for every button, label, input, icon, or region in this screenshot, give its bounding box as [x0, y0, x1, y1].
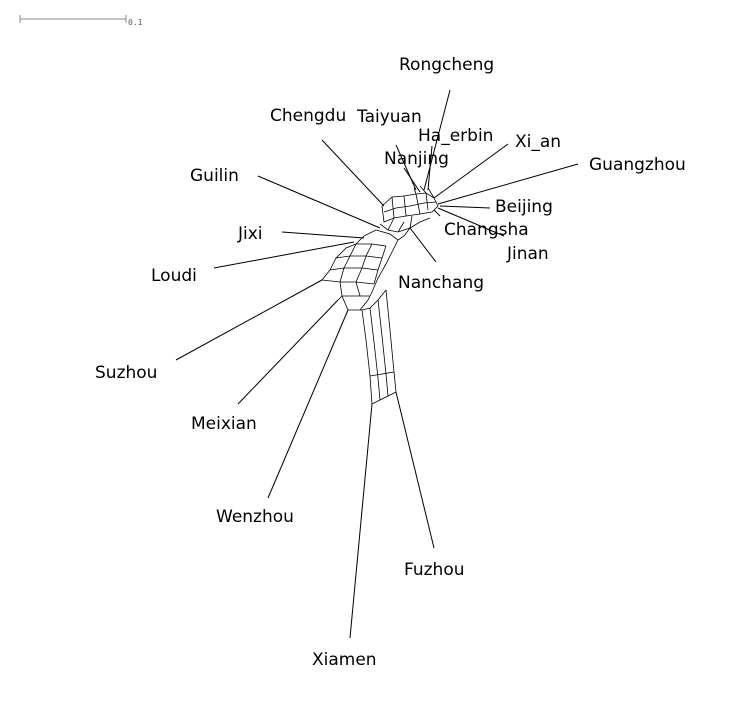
label-wenzhou: Wenzhou — [216, 507, 294, 527]
label-beijing: Beijing — [495, 197, 553, 217]
edge-chengdu — [321, 139, 385, 207]
edge-loudi — [213, 241, 355, 269]
label-rongcheng: Rongcheng — [399, 55, 494, 75]
label-meixian: Meixian — [191, 414, 257, 434]
taxon-labels: Rongcheng Chengdu Taiyuan Ha_erbin Xi_an… — [95, 55, 686, 670]
edge-suzhou — [175, 279, 323, 361]
edge-wenzhou — [267, 309, 349, 499]
network-core — [321, 185, 439, 405]
edge-xi-an — [433, 143, 509, 199]
edge-taiyuan — [395, 144, 417, 191]
label-jixi: Jixi — [237, 224, 263, 244]
label-nanchang: Nanchang — [398, 273, 484, 293]
edge-guangzhou — [437, 163, 579, 205]
edge-rongcheng — [423, 89, 451, 191]
edge-changsha — [433, 209, 441, 217]
label-guangzhou: Guangzhou — [589, 155, 686, 175]
label-jinan: Jinan — [506, 244, 549, 264]
label-suzhou: Suzhou — [95, 363, 157, 383]
label-nanjing: Nanjing — [384, 149, 449, 169]
edge-xiamen — [349, 403, 373, 639]
edge-fuzhou — [395, 391, 435, 549]
label-xi-an: Xi_an — [515, 132, 561, 152]
label-changsha: Changsha — [444, 220, 529, 240]
edge-guilin — [257, 175, 381, 229]
label-loudi: Loudi — [151, 266, 197, 286]
edge-meixian — [237, 299, 339, 405]
label-chengdu: Chengdu — [270, 106, 346, 126]
edge-nanchang — [409, 227, 437, 263]
scale-bar: 0.1 — [19, 15, 143, 27]
edge-nanjing — [403, 167, 421, 193]
edge-jixi — [281, 231, 365, 239]
label-xiamen: Xiamen — [312, 650, 377, 670]
edge-jinan — [437, 207, 505, 237]
label-taiyuan: Taiyuan — [356, 107, 422, 127]
label-fuzhou: Fuzhou — [404, 560, 465, 580]
edge-ha-erbin — [427, 145, 433, 191]
leaf-edges — [175, 89, 579, 639]
label-guilin: Guilin — [190, 166, 239, 186]
edge-beijing — [439, 205, 491, 209]
scale-bar-label: 0.1 — [128, 18, 143, 27]
label-ha-erbin: Ha_erbin — [418, 126, 493, 146]
